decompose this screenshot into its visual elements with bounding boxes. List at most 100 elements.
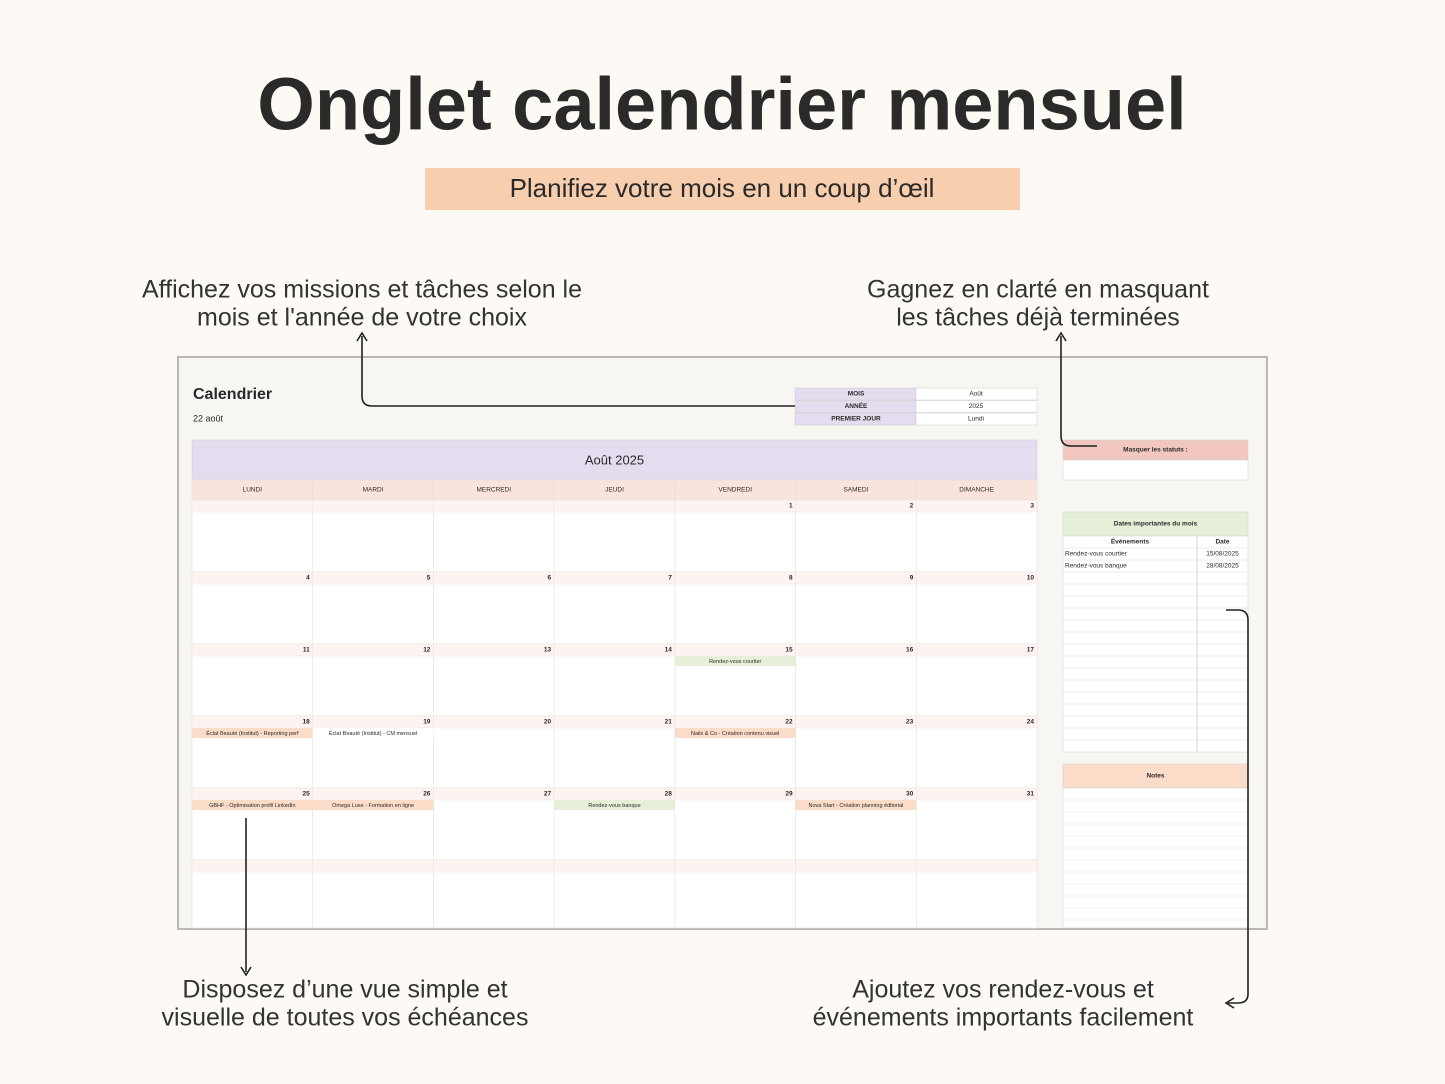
weekday: SAMEDI	[843, 487, 868, 494]
day-number: 8	[789, 575, 793, 582]
day-number: 6	[548, 575, 552, 582]
event: Éclat Beauté (Institut) - CM mensuel	[329, 730, 417, 737]
day-number: 4	[306, 575, 310, 582]
day-band	[795, 787, 917, 801]
day-number: 2	[910, 503, 914, 510]
day-number: 31	[1027, 791, 1035, 798]
day-band	[191, 499, 313, 513]
event-bg	[312, 728, 434, 738]
day-number: 22	[785, 719, 793, 726]
callout: Disposez d’une vue simple et	[182, 976, 507, 1004]
month-header	[191, 439, 1038, 481]
event-bg	[795, 800, 917, 810]
notes-body	[1062, 787, 1249, 929]
control-label: MOIS	[848, 391, 865, 398]
day-number: 10	[1027, 575, 1035, 582]
event: GBHF - Optimisation profil LinkedIn	[209, 803, 296, 809]
day-number: 11	[303, 647, 310, 654]
day-band	[433, 787, 555, 801]
col-header: Date	[1215, 539, 1229, 546]
day-number: 25	[302, 791, 310, 798]
event-bg	[554, 800, 675, 810]
day-number: 3	[1030, 503, 1034, 510]
sheet-title: Calendrier	[193, 386, 272, 403]
day-band	[312, 571, 434, 585]
day-band	[312, 715, 434, 729]
day-band	[433, 715, 555, 729]
callout: les tâches déjà terminées	[896, 304, 1179, 332]
day-band	[433, 859, 555, 873]
weekday: MARDI	[363, 487, 384, 494]
weekday: JEUDI	[605, 487, 624, 494]
day-band	[433, 571, 555, 585]
event-name: Rendez-vous banque	[1065, 563, 1127, 570]
callout: mois et l'année de votre choix	[197, 304, 527, 332]
day-band	[916, 499, 1038, 513]
day-number: 27	[544, 791, 552, 798]
day-band	[674, 859, 796, 873]
day-band	[553, 643, 676, 657]
day-band	[674, 499, 796, 513]
control-value: Lundi	[968, 416, 984, 423]
callout: Ajoutez vos rendez-vous et	[852, 976, 1154, 1004]
event-date: 28/08/2025	[1206, 563, 1239, 570]
day-band	[553, 859, 676, 873]
day-band	[795, 715, 917, 729]
day-band	[312, 499, 434, 513]
day-number: 29	[785, 791, 793, 798]
day-band	[433, 643, 555, 657]
subtitle: Planifiez votre mois en un coup d’œil	[510, 173, 935, 203]
callout: visuelle de toutes vos échéances	[162, 1004, 529, 1032]
event: Rendez-vous courtier	[709, 659, 761, 665]
day-band	[916, 571, 1038, 585]
day-band	[674, 787, 796, 801]
day-band	[191, 787, 313, 801]
day-number: 30	[906, 791, 914, 798]
day-band	[553, 499, 676, 513]
event: Nova Start - Création planning éditorial	[809, 803, 904, 809]
title: Onglet calendrier mensuel	[257, 63, 1186, 146]
day-band	[312, 787, 434, 801]
control-value: Août	[969, 391, 983, 398]
day-band	[674, 643, 796, 657]
day-number: 18	[302, 719, 310, 726]
day-number: 12	[423, 647, 431, 654]
day-band	[191, 571, 313, 585]
day-band	[312, 643, 434, 657]
col-header: Événements	[1111, 537, 1150, 546]
day-band	[795, 643, 917, 657]
event-bg	[312, 800, 434, 810]
event: Nails & Co - Création contenu visuel	[691, 731, 779, 737]
day-number: 23	[906, 719, 914, 726]
day-band	[795, 859, 917, 873]
control-label: PREMIER JOUR	[831, 416, 881, 423]
weekday: VENDREDI	[718, 487, 752, 494]
callout: Affichez vos missions et tâches selon le	[142, 276, 582, 304]
day-band	[674, 715, 796, 729]
control-value: 2025	[969, 403, 984, 410]
day-number: 14	[665, 647, 673, 654]
day-band	[191, 643, 313, 657]
day-band	[312, 859, 434, 873]
callout: Gagnez en clarté en masquant	[867, 276, 1209, 304]
control-value-bg	[915, 387, 1038, 401]
day-band	[916, 859, 1038, 873]
day-band	[795, 499, 917, 513]
day-number: 17	[1027, 647, 1035, 654]
day-band	[795, 571, 917, 585]
event-bg	[674, 656, 796, 666]
day-number: 24	[1027, 719, 1035, 726]
control-value-bg	[915, 400, 1038, 413]
day-band	[553, 715, 676, 729]
event-bg	[192, 800, 313, 810]
day-number: 28	[665, 791, 673, 798]
event: Omega Luxe - Formation en ligne	[332, 803, 414, 809]
day-number: 20	[544, 719, 552, 726]
month-title: Août 2025	[585, 452, 644, 467]
important-header	[1062, 511, 1249, 537]
event-bg	[192, 728, 313, 738]
today: 22 août	[193, 413, 224, 423]
arrows	[240, 331, 1249, 1009]
weekday: DIMANCHE	[959, 487, 994, 494]
day-band	[433, 499, 555, 513]
